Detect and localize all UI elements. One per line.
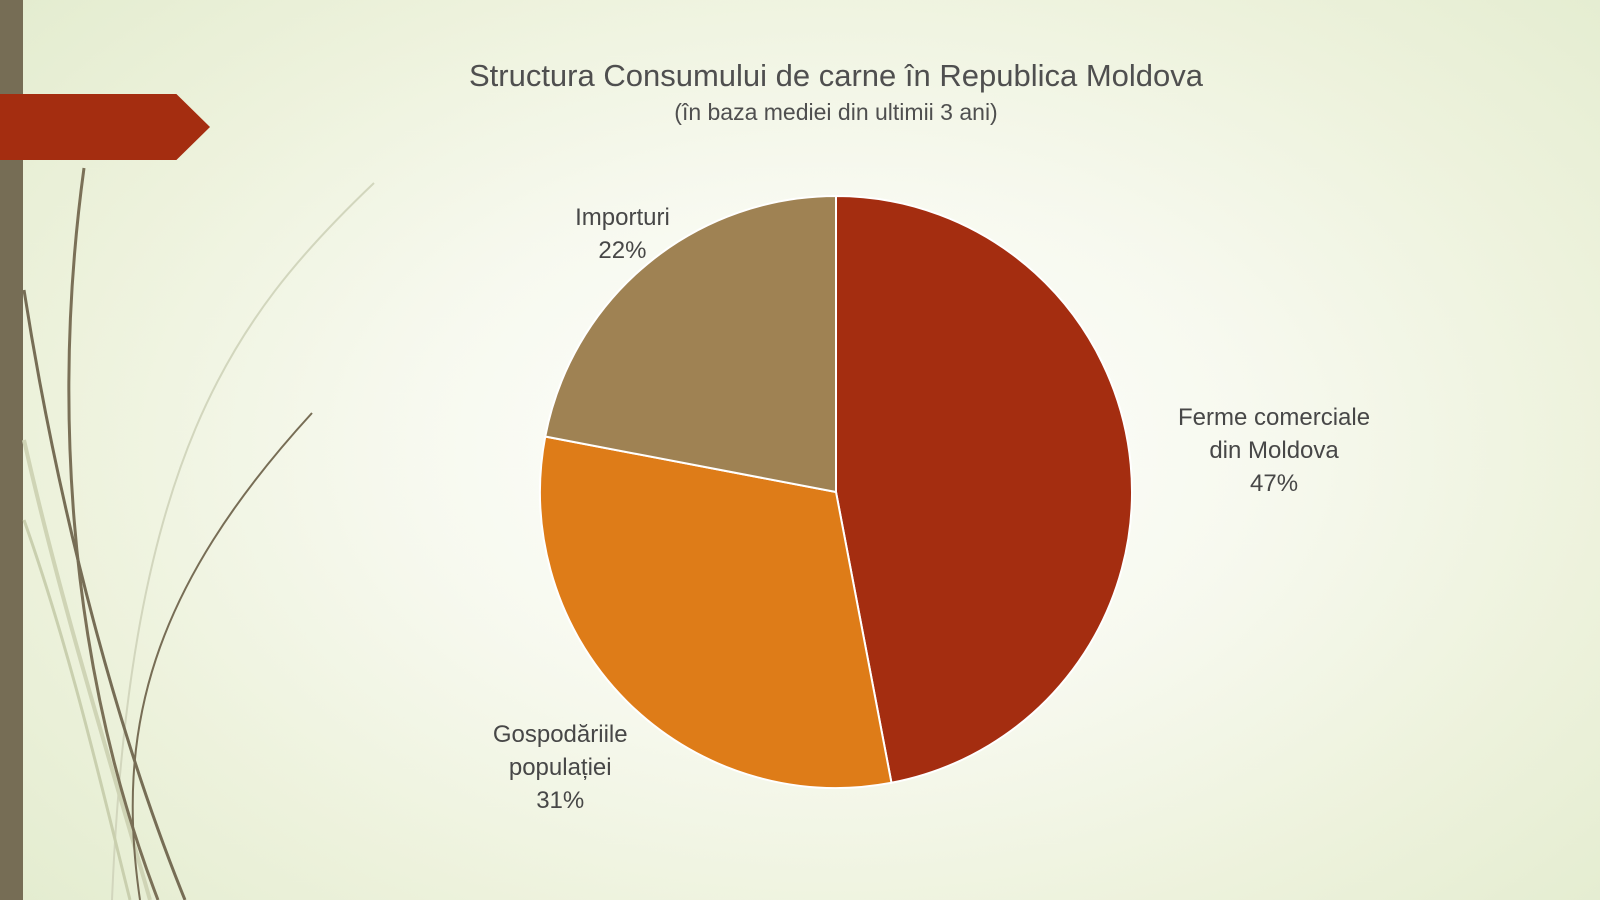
chart-title: Structura Consumului de carne în Republi…: [468, 58, 1204, 93]
pie-slice-2: [544, 194, 837, 494]
slice-label-2-line-0: Importuri: [575, 203, 670, 231]
pie-slice-0: [835, 194, 1133, 784]
pie-slices: [539, 194, 1133, 789]
accent-arrow-flag: [0, 94, 210, 160]
slice-label-2: Importuri 22%: [462, 201, 782, 267]
slice-label-0-line-0: Ferme comerciale: [1178, 404, 1371, 432]
slice-percent-0: 47%: [1250, 470, 1299, 498]
pie-slice-1: [539, 435, 893, 789]
slice-label-0: Ferme comerciale din Moldova 47%: [1114, 401, 1434, 500]
chart-subtitle: (în baza mediei din ultimii 3 ani): [674, 99, 998, 125]
slice-label-0-line-1: din Moldova: [1209, 437, 1339, 465]
left-decorative-band: [0, 0, 23, 900]
slice-label-1: Gospodăriile populației 31%: [400, 718, 720, 817]
slice-percent-2: 22%: [598, 236, 647, 264]
slice-label-1-line-0: Gospodăriile: [492, 721, 628, 749]
slice-percent-1: 31%: [536, 787, 585, 815]
slice-label-1-line-1: populației: [508, 754, 612, 782]
